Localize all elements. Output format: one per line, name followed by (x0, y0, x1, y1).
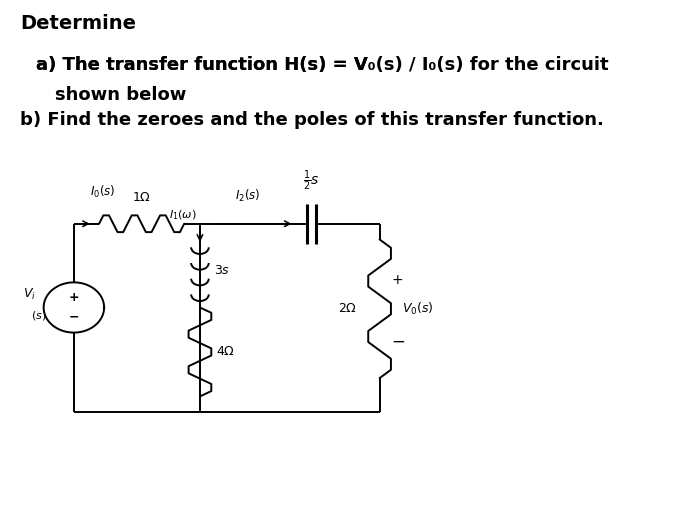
Text: $+$: $+$ (391, 273, 403, 287)
Text: $\frac{1}{2}s$: $\frac{1}{2}s$ (303, 169, 320, 194)
Text: $1\Omega$: $1\Omega$ (132, 191, 151, 204)
Text: b) Find the zeroes and the poles of this transfer function.: b) Find the zeroes and the poles of this… (20, 112, 604, 129)
Text: $I_1(\omega)$: $I_1(\omega)$ (169, 209, 197, 222)
Text: $-$: $-$ (391, 331, 405, 349)
Text: $3s$: $3s$ (214, 265, 230, 277)
Text: −: − (69, 310, 79, 323)
Text: +: + (69, 291, 79, 305)
Text: a) The transfer function H(s) = V: a) The transfer function H(s) = V (36, 56, 367, 74)
Text: Determine: Determine (20, 15, 136, 34)
Text: $(s)$: $(s)$ (31, 309, 47, 322)
Text: a) The transfer function H(s) = V₀(s) / I₀(s) for the circuit: a) The transfer function H(s) = V₀(s) / … (36, 56, 609, 74)
Text: $I_0(s)$: $I_0(s)$ (90, 184, 115, 200)
Text: shown below: shown below (55, 86, 187, 104)
Text: $V_i$: $V_i$ (23, 287, 36, 302)
Text: $V_0(s)$: $V_0(s)$ (402, 301, 434, 317)
Text: $2\Omega$: $2\Omega$ (338, 302, 358, 315)
Text: $I_2(s)$: $I_2(s)$ (235, 188, 260, 204)
Text: $4\Omega$: $4\Omega$ (216, 346, 235, 358)
